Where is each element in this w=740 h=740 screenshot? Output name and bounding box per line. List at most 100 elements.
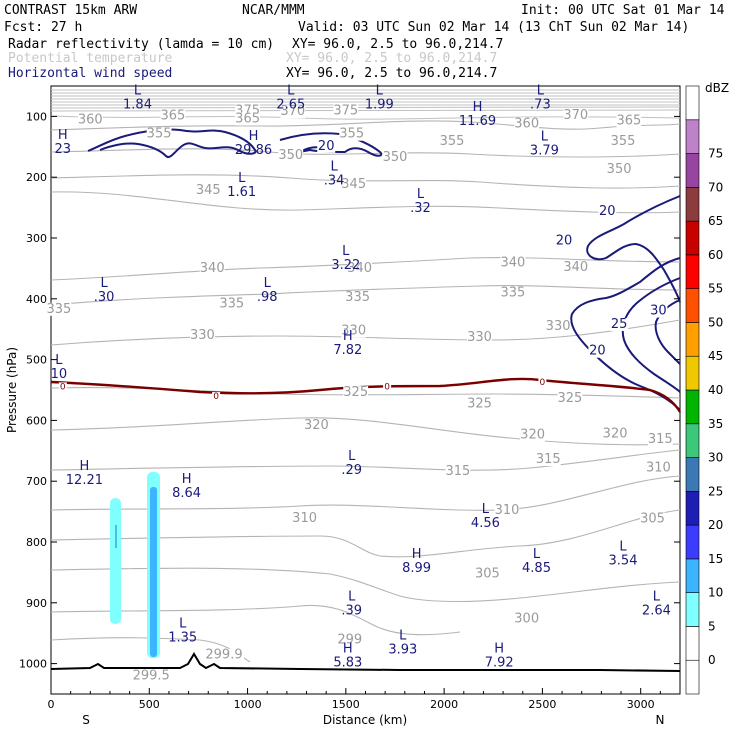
extremum-value: 8.99: [402, 561, 431, 576]
wind-right-20b: [570, 257, 681, 411]
theta-label-bg: [304, 418, 329, 432]
theta-label: 310: [292, 511, 317, 526]
extremum-kind: L: [653, 589, 661, 604]
wind-label-bg: [317, 139, 336, 153]
theta-label: 350: [278, 148, 303, 163]
theta-label-bg: [160, 109, 186, 123]
theta-label: 355: [147, 127, 172, 142]
colorbar-level-label: 30: [708, 451, 723, 465]
wind-label-bg: [588, 344, 607, 358]
extremum-kind: L: [376, 84, 384, 99]
theta-label: 335: [46, 302, 71, 317]
extremum-kind: H: [473, 100, 483, 115]
extremum-value: .98: [257, 290, 278, 305]
valid-time: Valid: 03 UTC Sun 02 Mar 14 (13 ChT Sun …: [298, 20, 689, 35]
extremum-kind: L: [541, 130, 549, 145]
extremum-kind: L: [179, 617, 187, 632]
colorbar-swatch: [685, 322, 700, 357]
theta-label-bg: [77, 113, 103, 127]
y-tick-label: 400: [26, 293, 47, 306]
wind-speed-label: 20: [589, 344, 606, 359]
wind-speed-label: 20: [599, 204, 616, 219]
zero-wind-label: 0: [60, 382, 66, 392]
y-tick-label: 1000: [19, 658, 47, 671]
colorbar-level-label: 5: [708, 619, 716, 633]
colorbar-level-label: 50: [708, 315, 723, 329]
theta-label: 305: [640, 512, 665, 527]
theta-label-bg: [535, 453, 561, 466]
theta-line-305: [50, 509, 681, 558]
colorbar-level-label: 45: [708, 349, 723, 363]
wind-speed-label: 30: [650, 304, 667, 319]
wind-label-bg: [555, 234, 573, 248]
colorbar: dBZ 0 5 10 15 20 25 30 35 40 45 50 55 60 65 70 75: [685, 81, 729, 695]
y-tick-label: 700: [26, 475, 47, 488]
theta-label: 360: [514, 116, 539, 131]
theta-line-320: [50, 417, 681, 446]
theta-label-bg: [640, 512, 665, 526]
colorbar-level-label: 10: [708, 586, 723, 600]
theta-label-bg: [445, 465, 471, 479]
colorbar-swatch: [685, 220, 700, 256]
extremum-value: 1.61: [227, 185, 256, 200]
zero-wind-label: 0: [213, 392, 219, 402]
theta-label-bg: [347, 262, 372, 275]
extremum-value: 7.82: [333, 343, 362, 358]
theta-isolines: [50, 120, 681, 663]
theta-label-bg: [292, 511, 317, 525]
colorbar-level-label: 15: [708, 552, 723, 566]
wind-label-bg: [58, 382, 67, 392]
theta-label-bg: [278, 149, 304, 162]
theta-label-bg: [616, 114, 642, 128]
theta-label-bg: [467, 330, 492, 344]
colorbar-level-label: 35: [708, 417, 723, 431]
theta-label-bg: [646, 461, 671, 475]
extremum-value: 5.83: [333, 656, 362, 671]
theta-label-bg: [563, 260, 589, 274]
theta-label: 320: [603, 426, 628, 441]
theta-label-bg: [199, 262, 225, 275]
extremum-value: 10: [51, 367, 68, 382]
colorbar-swatch: [685, 187, 700, 222]
field2-xy: XY= 96.0, 2.5 to 96.0,214.7: [286, 51, 497, 66]
colorbar-level-label: 55: [708, 282, 723, 296]
field2-name: Potential temperature: [8, 51, 173, 66]
extremum-kind: L: [537, 84, 545, 99]
x-tick-label: 500: [139, 698, 160, 711]
colorbar-level-label: 40: [708, 383, 723, 397]
colorbar-swatch: [685, 288, 700, 323]
theta-label: 315: [445, 464, 470, 479]
theta-label-bg: [337, 633, 363, 647]
theta-label: 340: [347, 261, 372, 276]
extremum-kind: H: [343, 642, 353, 657]
theta-line-345: [50, 191, 681, 214]
colorbar-swatch: [685, 524, 700, 560]
theta-label-bg: [494, 504, 520, 517]
theta-label: 340: [500, 256, 525, 271]
extremum-value: 4.56: [471, 516, 500, 531]
theta-line-315: [50, 449, 681, 471]
extremum-kind: H: [494, 642, 504, 657]
theta-label: 310: [646, 461, 671, 476]
extremum-value: 2.64: [642, 603, 671, 618]
theta-line-360: [50, 120, 681, 131]
extremum-kind: L: [264, 276, 272, 291]
theta-label: 299.5: [133, 668, 170, 683]
colorbar-swatch: [685, 85, 700, 121]
colorbar-swatch: [685, 626, 700, 661]
colorbar-swatch: [685, 119, 700, 154]
reflectivity-band-1: [110, 498, 121, 624]
wind-speed-label: 20: [318, 139, 335, 154]
theta-label: 335: [500, 285, 525, 300]
extremum-kind: L: [55, 353, 63, 368]
center-title: NCAR/MMM: [242, 3, 305, 18]
extrema-group: L1.84L2.65L1.99L.73H11.69H23H29.86L3.79L…: [51, 84, 671, 671]
extremum-kind: L: [287, 84, 295, 99]
theta-label: 340: [563, 260, 588, 275]
upper-theta-lines: [50, 89, 681, 120]
theta-label-bg: [647, 432, 673, 446]
theta-label: 325: [343, 385, 368, 400]
